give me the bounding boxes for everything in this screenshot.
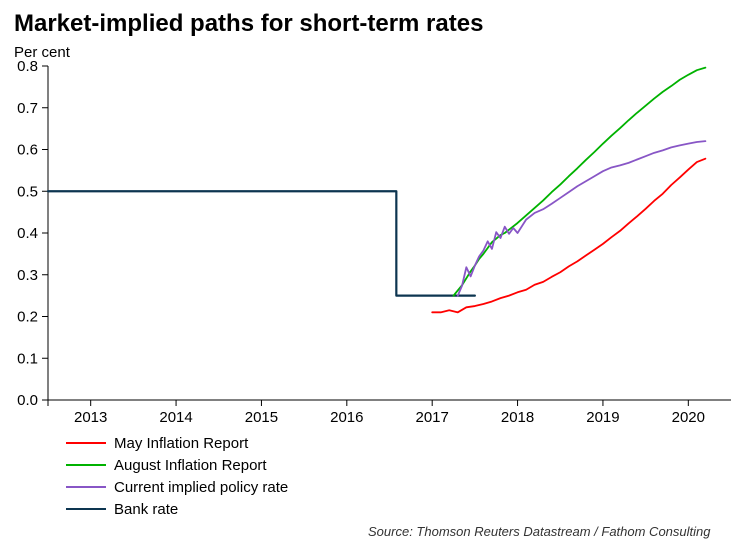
chart-source: Source: Thomson Reuters Datastream / Fat… (368, 524, 710, 539)
x-tick-label: 2014 (159, 409, 192, 426)
y-tick-label: 0.6 (17, 142, 38, 159)
x-tick-label: 2015 (245, 409, 278, 426)
legend-swatch (66, 464, 106, 466)
x-tick-label: 2016 (330, 409, 363, 426)
x-tick-label: 2020 (672, 409, 705, 426)
chart-container: Market-implied paths for short-term rate… (0, 0, 745, 550)
legend-swatch (66, 486, 106, 488)
legend-label: Current implied policy rate (114, 479, 288, 496)
y-tick-label: 0.5 (17, 183, 38, 200)
y-tick-label: 0.0 (17, 392, 38, 409)
y-tick-label: 0.4 (17, 225, 38, 242)
x-tick-label: 2017 (416, 409, 449, 426)
y-tick-label: 0.1 (17, 350, 38, 367)
legend-item: Current implied policy rate (66, 476, 288, 498)
y-tick-label: 0.8 (17, 58, 38, 75)
y-tick-label: 0.2 (17, 309, 38, 326)
legend-label: May Inflation Report (114, 435, 248, 452)
legend-item: Bank rate (66, 498, 288, 520)
legend-item: May Inflation Report (66, 432, 288, 454)
series-line (454, 68, 706, 296)
y-tick-label: 0.3 (17, 267, 38, 284)
legend-swatch (66, 508, 106, 510)
legend-label: August Inflation Report (114, 457, 267, 474)
series-line (48, 191, 475, 295)
x-tick-label: 2013 (74, 409, 107, 426)
y-tick-label: 0.7 (17, 100, 38, 117)
legend-swatch (66, 442, 106, 444)
legend-item: August Inflation Report (66, 454, 288, 476)
x-tick-label: 2019 (586, 409, 619, 426)
series-line (432, 159, 705, 313)
x-tick-label: 2018 (501, 409, 534, 426)
legend-label: Bank rate (114, 501, 178, 518)
chart-legend: May Inflation Report August Inflation Rep… (66, 432, 288, 520)
